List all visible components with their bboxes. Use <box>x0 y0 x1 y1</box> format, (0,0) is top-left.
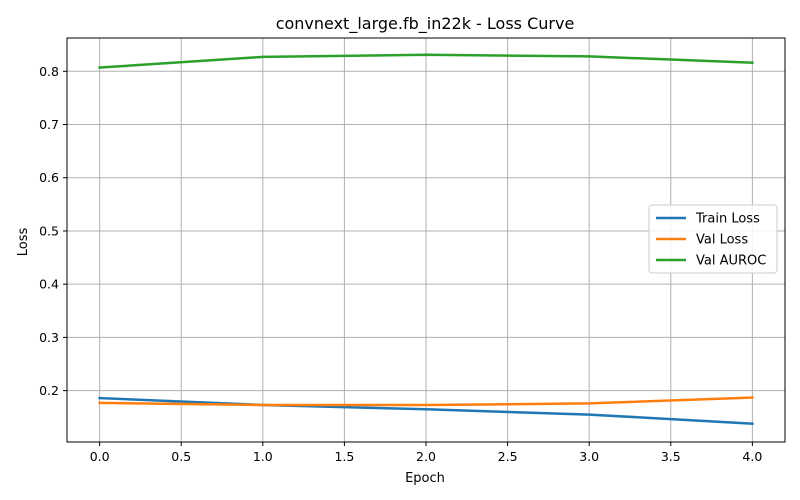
legend-label-val-loss: Val Loss <box>696 233 748 248</box>
legend-label-val-auroc: Val AUROC <box>696 254 766 269</box>
series-line-val-auroc <box>98 53 754 69</box>
legend-label-train-loss: Train Loss <box>695 212 760 227</box>
x-tick-label: 4.0 <box>742 449 762 464</box>
x-axis-label: Epoch <box>405 471 445 486</box>
plot-series <box>98 53 754 425</box>
legend: Train Loss Val Loss Val AUROC <box>648 204 778 274</box>
x-tick-label: 0.0 <box>90 449 110 464</box>
y-axis-ticks: 0.2 0.3 0.4 0.5 0.6 0.7 0.8 <box>39 64 67 398</box>
grid-lines <box>67 38 785 442</box>
y-tick-label: 0.6 <box>39 170 59 185</box>
legend-box <box>648 204 778 274</box>
y-tick-label: 0.5 <box>39 223 59 238</box>
y-tick-label: 0.3 <box>39 330 59 345</box>
y-axis-label: Loss <box>16 228 31 257</box>
x-tick-label: 1.5 <box>334 449 354 464</box>
series-line-train-loss <box>98 396 754 425</box>
x-tick-label: 3.0 <box>579 449 599 464</box>
chart-title: convnext_large.fb_in22k - Loss Curve <box>276 14 575 34</box>
series-line-val-loss <box>98 396 754 407</box>
x-tick-label: 3.5 <box>661 449 681 464</box>
y-tick-label: 0.7 <box>39 117 59 132</box>
x-tick-label: 2.5 <box>498 449 518 464</box>
y-tick-label: 0.8 <box>39 64 59 79</box>
x-tick-label: 2.0 <box>416 449 436 464</box>
x-tick-label: 1.0 <box>253 449 273 464</box>
x-tick-label: 0.5 <box>171 449 191 464</box>
y-tick-label: 0.4 <box>39 277 59 292</box>
y-tick-label: 0.2 <box>39 383 59 398</box>
x-axis-ticks: 0.0 0.5 1.0 1.5 2.0 2.5 3.0 3.5 4.0 <box>90 442 762 464</box>
